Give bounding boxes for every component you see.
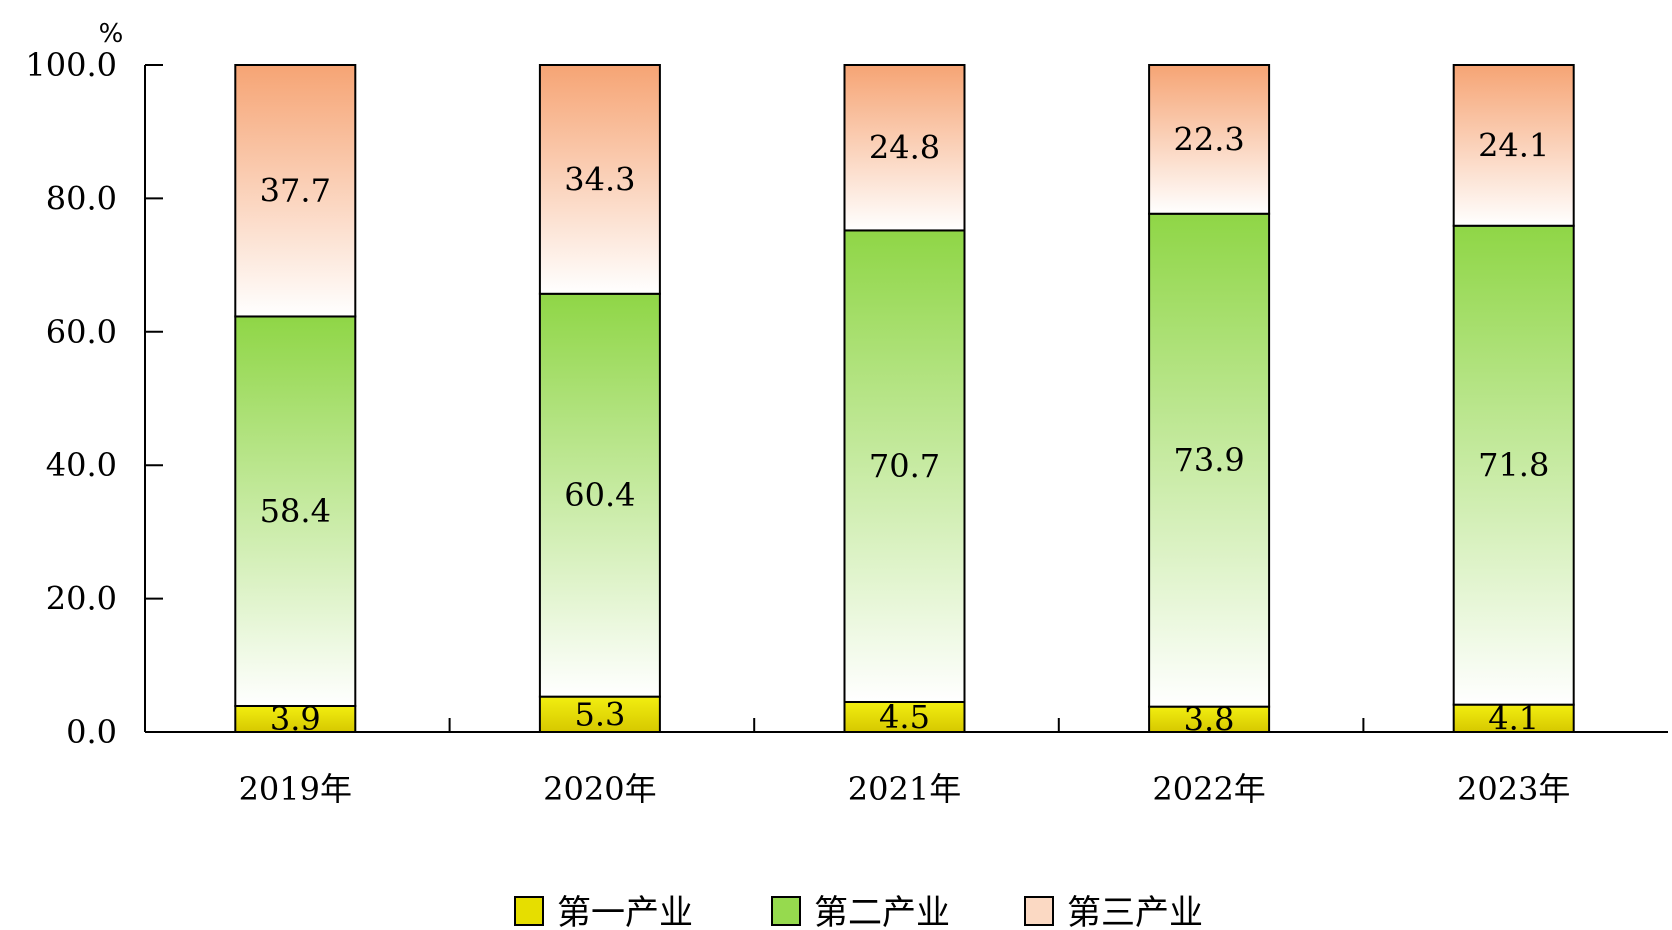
y-tick-label: 80.0	[46, 179, 117, 217]
x-tick-label: 2019年	[239, 770, 352, 808]
x-tick-label: 2023年	[1457, 770, 1570, 808]
legend-label-tertiary: 第三产业	[1067, 893, 1203, 930]
y-tick-label: 0.0	[66, 713, 117, 751]
y-tick-label: 20.0	[46, 580, 117, 618]
bar-segment-tertiary	[1452, 64, 1575, 227]
data-label-secondary: 70.7	[869, 447, 940, 485]
bars	[234, 64, 1575, 734]
x-tick-label: 2020年	[543, 770, 656, 808]
data-label-primary: 5.3	[574, 695, 625, 733]
axes: 0.0 20.0 40.0 60.0 80.0 100.0% 2019年 2020年 2021年…	[25, 19, 1668, 808]
legend: 第一产业 第二产业 第三产业	[514, 893, 1203, 930]
data-label-tertiary: 34.3	[564, 160, 635, 198]
y-tick-label: 40.0	[46, 446, 117, 484]
data-labels: 3.9 58.4 37.7 5.3 60.4 34.3 4.5 70.7 24.8 3.8 73.9…	[260, 120, 1550, 738]
data-label-secondary: 71.8	[1478, 446, 1549, 484]
bar-segment-tertiary	[538, 64, 661, 295]
legend-swatch-secondary	[771, 896, 801, 926]
data-label-primary: 3.9	[270, 700, 321, 738]
y-tick-label: 60.0	[46, 313, 117, 351]
bar-segment-secondary	[1148, 212, 1271, 708]
data-label-secondary: 58.4	[260, 492, 331, 530]
data-label-primary: 4.1	[1488, 699, 1539, 737]
legend-swatch-tertiary	[1024, 896, 1054, 926]
bar-segment-tertiary	[843, 64, 966, 232]
bar-segment-primary	[1452, 703, 1575, 734]
data-label-tertiary: 24.1	[1478, 126, 1549, 164]
legend-swatch-primary	[514, 896, 544, 926]
data-label-tertiary: 24.8	[869, 129, 940, 167]
data-label-tertiary: 22.3	[1173, 120, 1244, 158]
legend-label-secondary: 第二产业	[814, 893, 950, 930]
bar-segment-tertiary	[234, 64, 357, 318]
legend-label-primary: 第一产业	[557, 893, 693, 930]
y-tick-label: 100.0	[25, 46, 117, 84]
data-label-secondary: 60.4	[564, 476, 635, 514]
bar-segment-primary	[234, 704, 357, 733]
x-tick-label: 2021年	[848, 770, 961, 808]
y-unit-label: %	[99, 19, 124, 49]
x-tick-label: 2022年	[1152, 770, 1265, 808]
bar-segment-tertiary	[1148, 64, 1271, 215]
bar-segment-secondary	[843, 229, 966, 703]
bar-segment-secondary	[1452, 224, 1575, 706]
data-label-primary: 3.8	[1184, 700, 1235, 738]
data-label-tertiary: 37.7	[260, 172, 331, 210]
bar-segment-secondary	[538, 292, 661, 698]
data-label-primary: 4.5	[879, 698, 930, 736]
data-label-secondary: 73.9	[1173, 441, 1244, 479]
